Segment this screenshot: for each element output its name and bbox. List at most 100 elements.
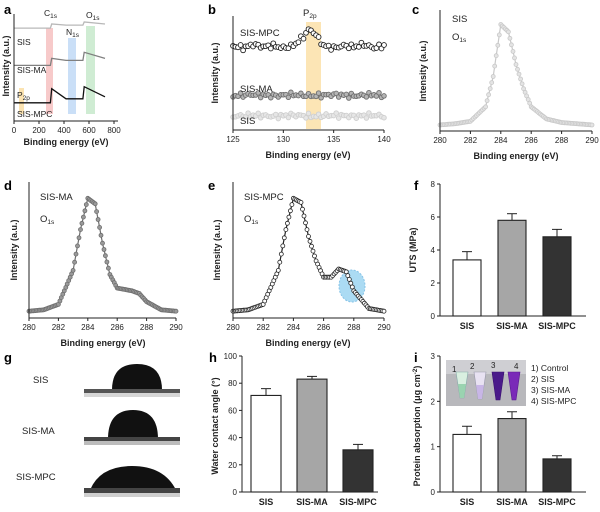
f-category-label: SIS-MA <box>496 321 528 331</box>
c-ylabel: Intensity (a.u.) <box>418 40 428 101</box>
o1s-band <box>86 26 95 114</box>
b-point-sis-mpc <box>381 42 387 48</box>
b-point-sis <box>285 114 292 121</box>
e-x-tick-label: 290 <box>377 323 391 332</box>
c-o1s-point <box>493 53 499 59</box>
e-ylabel: Intensity (a.u.) <box>212 219 222 280</box>
b-point-sis-ma <box>285 94 292 101</box>
a-label-sis-mpc: SIS-MPC <box>17 109 52 119</box>
f-y-tick-label: 4 <box>431 246 436 255</box>
c-o1s-point <box>589 122 595 128</box>
e-o1s-point <box>275 267 281 273</box>
i-legend-4: 4) SIS-MPC <box>531 396 576 406</box>
panel-f-bars: 0 2 4 6 8 SIS SIS-MA SIS-MPC <box>431 180 577 331</box>
b-point-sis <box>245 110 251 116</box>
d-o1s-point <box>98 232 104 238</box>
b-point-sis-ma <box>346 95 352 101</box>
d-orbital-label: O1s <box>40 214 55 226</box>
b-x-tick-label: 135 <box>327 135 341 144</box>
e-x-tick-label: 286 <box>317 323 331 332</box>
panel-d-curve <box>26 195 179 314</box>
b-point-sis <box>303 115 309 121</box>
f-category-label: SIS-MPC <box>538 321 576 331</box>
d-o1s-line <box>28 197 177 312</box>
tube-4-number: 4 <box>514 362 519 371</box>
d-o1s-point <box>72 259 77 265</box>
a-peak-o: O1s <box>86 10 100 22</box>
d-o1s-point <box>83 202 89 208</box>
h-bar-sis <box>250 394 282 493</box>
i-y-tick-label: 1 <box>431 443 436 452</box>
a-x-tick-label: 600 <box>82 126 96 135</box>
panel-d: d SIS-MA O1s 280 282 284 286 288 290 Intensit… <box>4 178 183 348</box>
c-o1s-point <box>510 49 516 54</box>
h-y-tick-label: 20 <box>228 461 237 470</box>
e-o1s-point <box>304 227 310 233</box>
h-y-tick-label: 100 <box>224 352 238 361</box>
e-o1s-point <box>343 269 349 275</box>
e-o1s-point <box>307 238 313 244</box>
c-orbital-label: O1s <box>452 32 467 44</box>
c-o1s-point <box>490 74 496 79</box>
b-point-sis <box>333 110 339 116</box>
d-sample-label: SIS-MA <box>40 192 73 203</box>
h-category-label: SIS <box>259 497 274 507</box>
b-point-sis-ma <box>376 90 382 96</box>
e-o1s-point <box>289 202 295 208</box>
c-x-tick-label: 282 <box>464 136 478 145</box>
c-o1s-point <box>483 104 489 110</box>
e-orbital-label: O1s <box>244 214 259 226</box>
b-label-sis: SIS <box>240 116 255 127</box>
panel-d-letter: d <box>4 178 12 193</box>
e-o1s-point <box>284 220 290 226</box>
a-peak-p: P2p <box>17 90 30 102</box>
i-ylabel: Protein absorption (μg cm-2) <box>412 366 422 487</box>
panel-c-curve <box>437 22 595 128</box>
panel-g-letter: g <box>4 350 12 365</box>
e-x-tick-label: 288 <box>347 323 361 332</box>
c-sample-label: SIS <box>452 14 467 25</box>
d-o1s-point <box>70 267 76 273</box>
c-o1s-point <box>495 42 501 48</box>
d-ylabel: Intensity (a.u.) <box>9 219 19 280</box>
d-o1s-point <box>97 224 102 230</box>
b-point-sis-ma <box>363 94 370 100</box>
i-category-label: SIS-MA <box>496 497 528 507</box>
e-x-tick-label: 282 <box>257 323 271 332</box>
b-point-sis-ma <box>381 93 387 99</box>
tube-2-number: 2 <box>470 362 475 371</box>
e-o1s-point <box>306 233 311 239</box>
c-o1s-point <box>484 98 490 104</box>
a-x-tick-label: 0 <box>12 126 17 135</box>
a-peak-n: N1s <box>66 27 80 39</box>
f-ylabel: UTS (MPa) <box>408 227 418 272</box>
a-label-sis-ma: SIS-MA <box>17 65 47 75</box>
d-o1s-point <box>103 253 108 259</box>
e-o1s-point <box>310 248 316 254</box>
c-o1s-point <box>487 86 493 91</box>
tube-3-number: 3 <box>491 361 496 370</box>
b-point-sis-mpc <box>295 39 302 46</box>
d-o1s-point <box>75 243 80 249</box>
b-point-sis-mpc <box>315 34 322 40</box>
panel-h-letter: h <box>209 350 217 365</box>
b-point-sis-ma <box>343 91 350 98</box>
b-point-sis <box>275 115 282 122</box>
n1s-band <box>68 38 76 114</box>
d-o1s-point <box>81 214 86 220</box>
e-o1s-point <box>286 214 292 220</box>
e-o1s-point <box>281 235 287 241</box>
i-bar-sis-mpc <box>542 458 572 493</box>
e-xlabel: Binding energy (eV) <box>265 338 350 348</box>
f-bar-sis-ma <box>497 219 527 317</box>
c-o1s-point <box>507 35 513 41</box>
c-o1s-point <box>496 32 502 38</box>
a-series-sis-mpc <box>14 85 106 104</box>
b-point-sis-ma <box>315 90 322 96</box>
a-x-tick-label: 200 <box>32 126 46 135</box>
a-x-tick-label: 800 <box>107 126 121 135</box>
e-o1s-point <box>277 259 283 265</box>
panel-h: h 0 20 40 60 80 100 SIS SIS-MA SIS-MPC Water con… <box>209 350 378 507</box>
h-y-tick-label: 80 <box>228 379 237 388</box>
